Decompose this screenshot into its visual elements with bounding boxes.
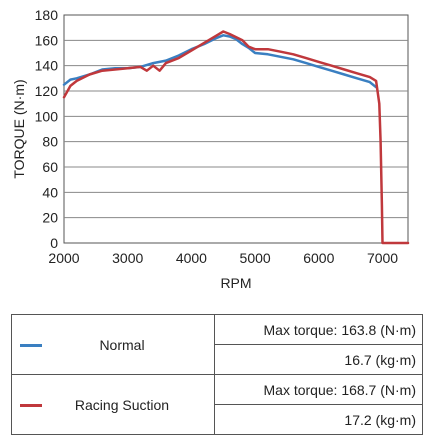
legend-table: Normal Max torque: 163.8 (N·m) 16.7 (kg·… bbox=[11, 314, 423, 435]
plot-area bbox=[63, 14, 409, 244]
y-tick-labels: 0 20 40 60 80 100 120 140 160 180 bbox=[35, 7, 59, 251]
y-tick-20: 20 bbox=[42, 210, 58, 226]
x-tick-6000: 6000 bbox=[303, 250, 334, 266]
series-lines bbox=[62, 30, 410, 245]
legend-entry-normal: Normal bbox=[11, 314, 215, 375]
legend-entry-racing: Racing Suction bbox=[11, 374, 215, 435]
grid-lines bbox=[64, 39, 408, 219]
y-tick-100: 100 bbox=[35, 108, 59, 124]
series-line-normal bbox=[62, 34, 378, 89]
x-tick-2000: 2000 bbox=[48, 250, 79, 266]
x-tick-5000: 5000 bbox=[240, 250, 271, 266]
normal-max-torque-kgm: 16.7 (kg·m) bbox=[214, 344, 423, 375]
x-tick-7000: 7000 bbox=[367, 250, 398, 266]
racing-max-torque-nm: Max torque: 168.7 (N·m) bbox=[214, 374, 423, 405]
legend-row-racing-kgm: 17.2 (kg·m) bbox=[12, 404, 423, 435]
y-tick-160: 160 bbox=[35, 32, 59, 48]
legend-row-normal: Normal Max torque: 163.8 (N·m) bbox=[11, 314, 423, 375]
normal-label: Normal bbox=[99, 336, 145, 353]
x-tick-4000: 4000 bbox=[176, 250, 207, 266]
y-tick-140: 140 bbox=[35, 58, 59, 74]
y-tick-80: 80 bbox=[42, 134, 58, 150]
x-tick-labels: 2000 3000 4000 5000 6000 7000 bbox=[48, 250, 398, 266]
torque-chart: 0 20 40 60 80 100 120 140 160 180 2000 3000 4000 500… bbox=[11, 7, 410, 291]
series-line-racing-suction bbox=[62, 30, 410, 245]
y-axis-title: TORQUE (N·m) bbox=[11, 79, 27, 178]
x-axis-title: RPM bbox=[220, 275, 251, 291]
y-tick-120: 120 bbox=[35, 83, 59, 99]
racing-max-torque-kgm: 17.2 (kg·m) bbox=[214, 404, 423, 435]
normal-max-torque-nm: Max torque: 163.8 (N·m) bbox=[214, 314, 423, 345]
y-tick-60: 60 bbox=[42, 159, 58, 175]
racing-label: Racing Suction bbox=[74, 396, 170, 413]
y-tick-40: 40 bbox=[42, 184, 58, 200]
legend-row-normal-kgm: 16.7 (kg·m) bbox=[12, 344, 423, 375]
y-tick-0: 0 bbox=[50, 235, 58, 251]
racing-swatch bbox=[20, 403, 42, 407]
legend-row-racing: Racing Suction Max torque: 168.7 (N·m) bbox=[11, 374, 423, 435]
normal-swatch bbox=[20, 343, 42, 347]
x-tick-3000: 3000 bbox=[112, 250, 143, 266]
y-tick-180: 180 bbox=[35, 7, 59, 23]
